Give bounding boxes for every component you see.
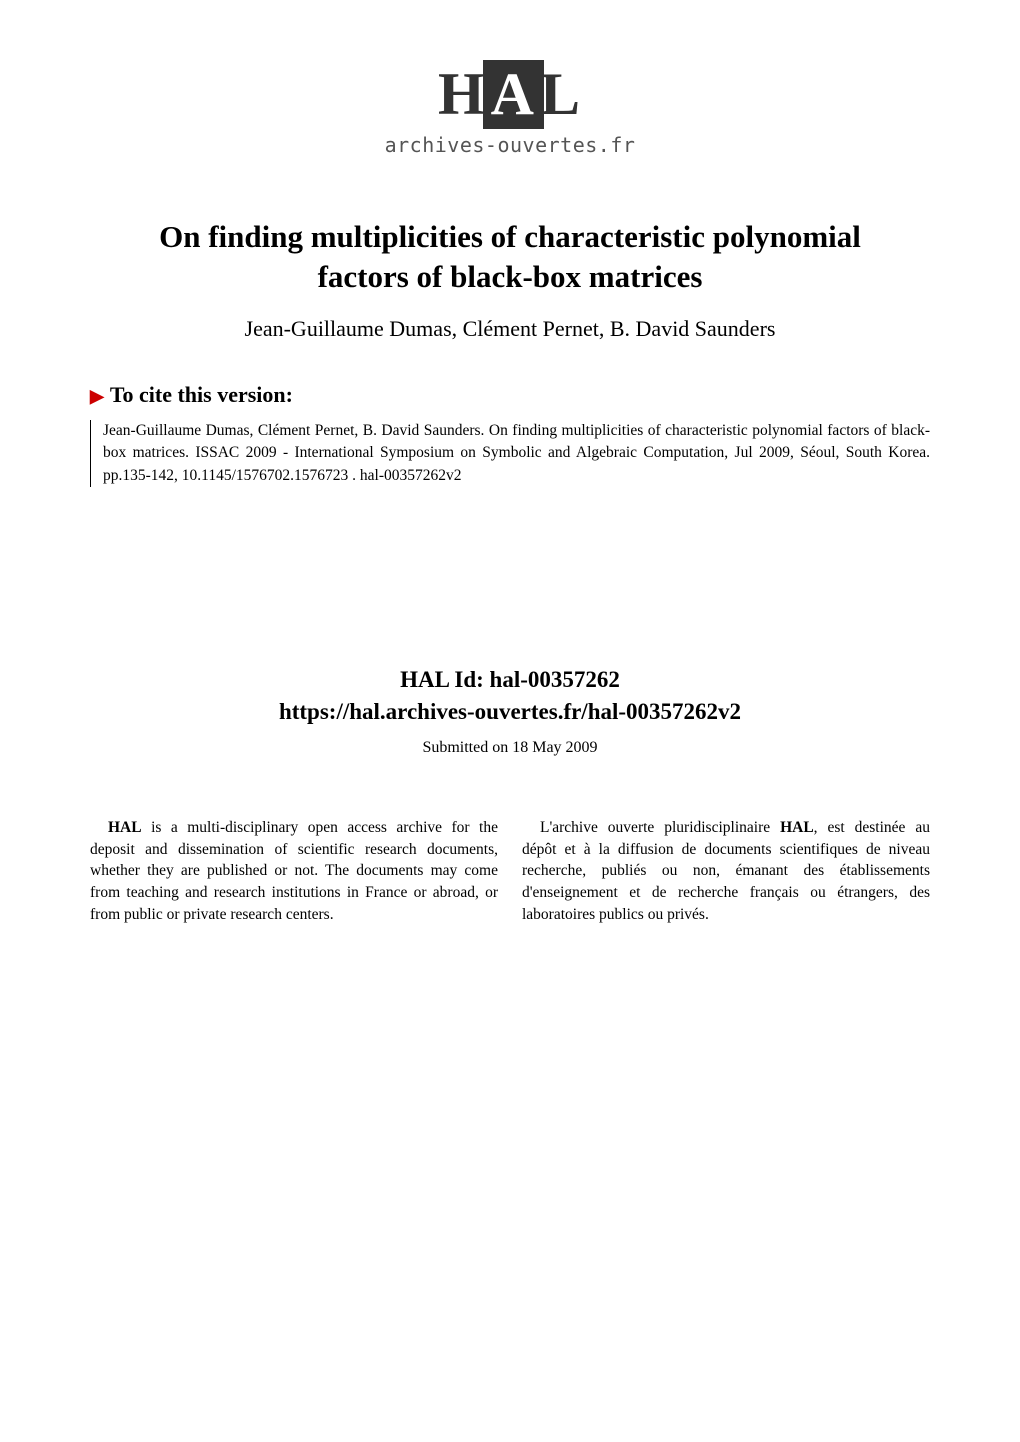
description-columns: HAL is a multi-disciplinary open access … <box>90 817 930 925</box>
citation-text: Jean-Guillaume Dumas, Clément Pernet, B.… <box>90 420 930 487</box>
hal-url: https://hal.archives-ouvertes.fr/hal-003… <box>90 699 930 725</box>
hal-id-section: HAL Id: hal-00357262 https://hal.archive… <box>90 667 930 725</box>
hal-logo: HAL archives-ouvertes.fr <box>385 60 636 157</box>
title-line-2: factors of black-box matrices <box>318 259 703 294</box>
triangle-icon: ▶ <box>90 386 104 406</box>
submitted-date: Submitted on 18 May 2009 <box>90 739 930 757</box>
cite-header-text: To cite this version: <box>110 382 293 407</box>
hal-logo-block: HAL archives-ouvertes.fr <box>90 60 930 157</box>
right-lead-bold: HAL <box>780 819 814 836</box>
paper-authors: Jean-Guillaume Dumas, Clément Pernet, B.… <box>90 316 930 342</box>
right-column: L'archive ouverte pluridisciplinaire HAL… <box>522 817 930 925</box>
left-lead-bold: HAL <box>108 819 142 836</box>
logo-letter-h: H <box>438 61 487 127</box>
cite-header: ▶ To cite this version: <box>90 382 930 408</box>
logo-subtitle: archives-ouvertes.fr <box>385 133 636 157</box>
logo-letter-a-box: A <box>483 60 544 129</box>
cite-section: ▶ To cite this version: Jean-Guillaume Du… <box>90 382 930 487</box>
logo-letter-l: L <box>540 61 582 127</box>
left-column-text: HAL is a multi-disciplinary open access … <box>90 817 498 925</box>
right-column-text: L'archive ouverte pluridisciplinaire HAL… <box>522 817 930 925</box>
paper-title: On finding multiplicities of characteris… <box>90 217 930 298</box>
hal-logo-text: HAL <box>385 60 636 129</box>
hal-id-label: HAL Id: hal-00357262 <box>90 667 930 693</box>
left-column: HAL is a multi-disciplinary open access … <box>90 817 498 925</box>
title-line-1: On finding multiplicities of characteris… <box>159 219 861 254</box>
